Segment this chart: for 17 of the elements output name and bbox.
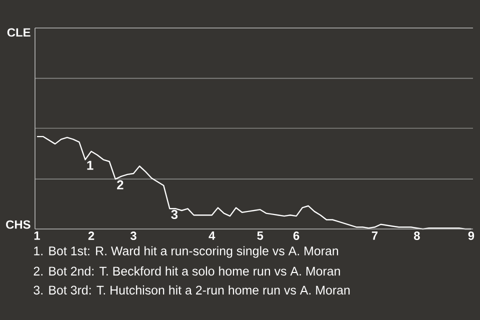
x-tick-label: 3 xyxy=(130,232,136,240)
x-tick-label: 9 xyxy=(468,232,474,240)
x-tick-label: 7 xyxy=(372,232,378,240)
x-tick-label: 1 xyxy=(34,232,40,240)
x-tick-label: 6 xyxy=(293,232,300,240)
x-tick-label: 8 xyxy=(414,232,420,240)
text: 1. Bot 1st: R. Ward hit a run-scoring single vs A. Moran xyxy=(34,246,338,258)
annotation: 2 xyxy=(117,180,124,190)
text: 3. Bot 3rd: T. Hutchison hit a 2-run home run vs A. Moran xyxy=(34,285,350,295)
x-tick-label: 4 xyxy=(208,232,216,240)
x-tick-label: 2 xyxy=(88,232,94,240)
text: CLE xyxy=(7,28,30,37)
x-tick-label: 5 xyxy=(257,232,264,240)
text: 2. Bot 2nd: T. Beckford hit a solo home run vs A. Moran xyxy=(34,266,340,276)
annotation: 3 xyxy=(171,210,178,220)
annotation: 1 xyxy=(87,160,94,170)
text: CHS xyxy=(6,220,30,229)
